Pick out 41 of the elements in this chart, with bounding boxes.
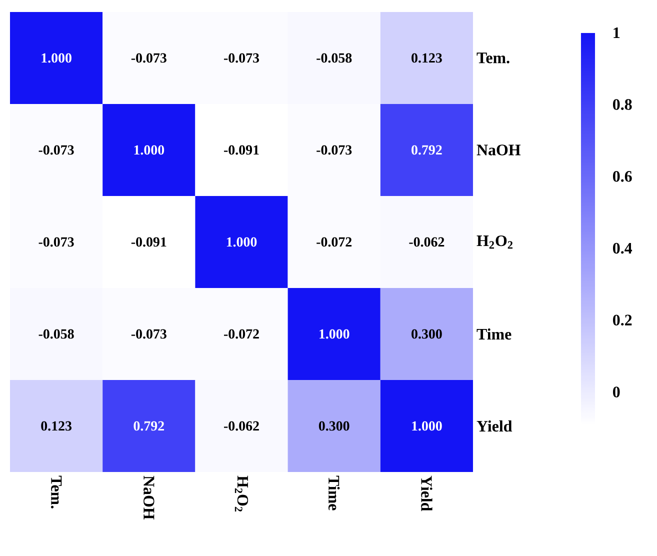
data-label: -0.073	[224, 53, 260, 63]
data-label: -0.091	[224, 145, 259, 155]
y-tick-label: H$_{2}$O$_{2}$	[476, 235, 512, 249]
data-label: 0.300	[412, 329, 442, 339]
y-tick-label: Tem.	[476, 52, 510, 64]
data-label: -0.091	[131, 237, 166, 247]
y-tick-label: Time	[476, 328, 512, 340]
data-label: -0.073	[131, 329, 166, 339]
data-label: -0.073	[131, 53, 166, 63]
color-bar-label: 0	[613, 386, 620, 398]
data-label: -0.058	[316, 53, 352, 63]
data-label: -0.058	[38, 329, 74, 339]
data-label: 0.123	[412, 53, 442, 63]
data-label: 0.123	[41, 421, 72, 431]
data-label: -0.073	[38, 237, 74, 247]
data-label: 1.000	[412, 421, 442, 431]
data-label: 1.000	[226, 237, 257, 247]
data-label: -0.072	[316, 237, 352, 247]
color-bar-label: 0.4	[613, 242, 632, 254]
data-label: -0.062	[224, 421, 259, 431]
data-label: 1.000	[320, 329, 350, 339]
x-tick-label: Time	[328, 476, 340, 510]
data-label: 1.000	[42, 53, 72, 63]
x-tick-label: H$_{2}$O$_{2}$	[234, 476, 248, 512]
data-label: 0.792	[412, 145, 442, 155]
x-tick-label: Yield	[421, 476, 432, 512]
data-label: 1.000	[134, 145, 164, 155]
color-bar-label: 0.2	[613, 314, 632, 326]
color-bar-label: 0.6	[613, 171, 632, 182]
x-tick-label: NaOH	[144, 476, 154, 520]
data-label: -0.073	[38, 145, 74, 155]
data-label: -0.062	[409, 237, 444, 247]
data-label: 0.300	[318, 421, 350, 431]
data-label: -0.073	[316, 145, 352, 155]
color-bar-label: 0.8	[613, 99, 632, 110]
x-tick-label: Tem.	[50, 476, 62, 508]
y-tick-label: NaOH	[476, 144, 521, 156]
data-label: -0.072	[224, 329, 259, 339]
color-bar-label: 1	[614, 27, 620, 38]
data-label: 0.792	[134, 421, 164, 431]
y-tick-label: Yield	[476, 420, 512, 432]
